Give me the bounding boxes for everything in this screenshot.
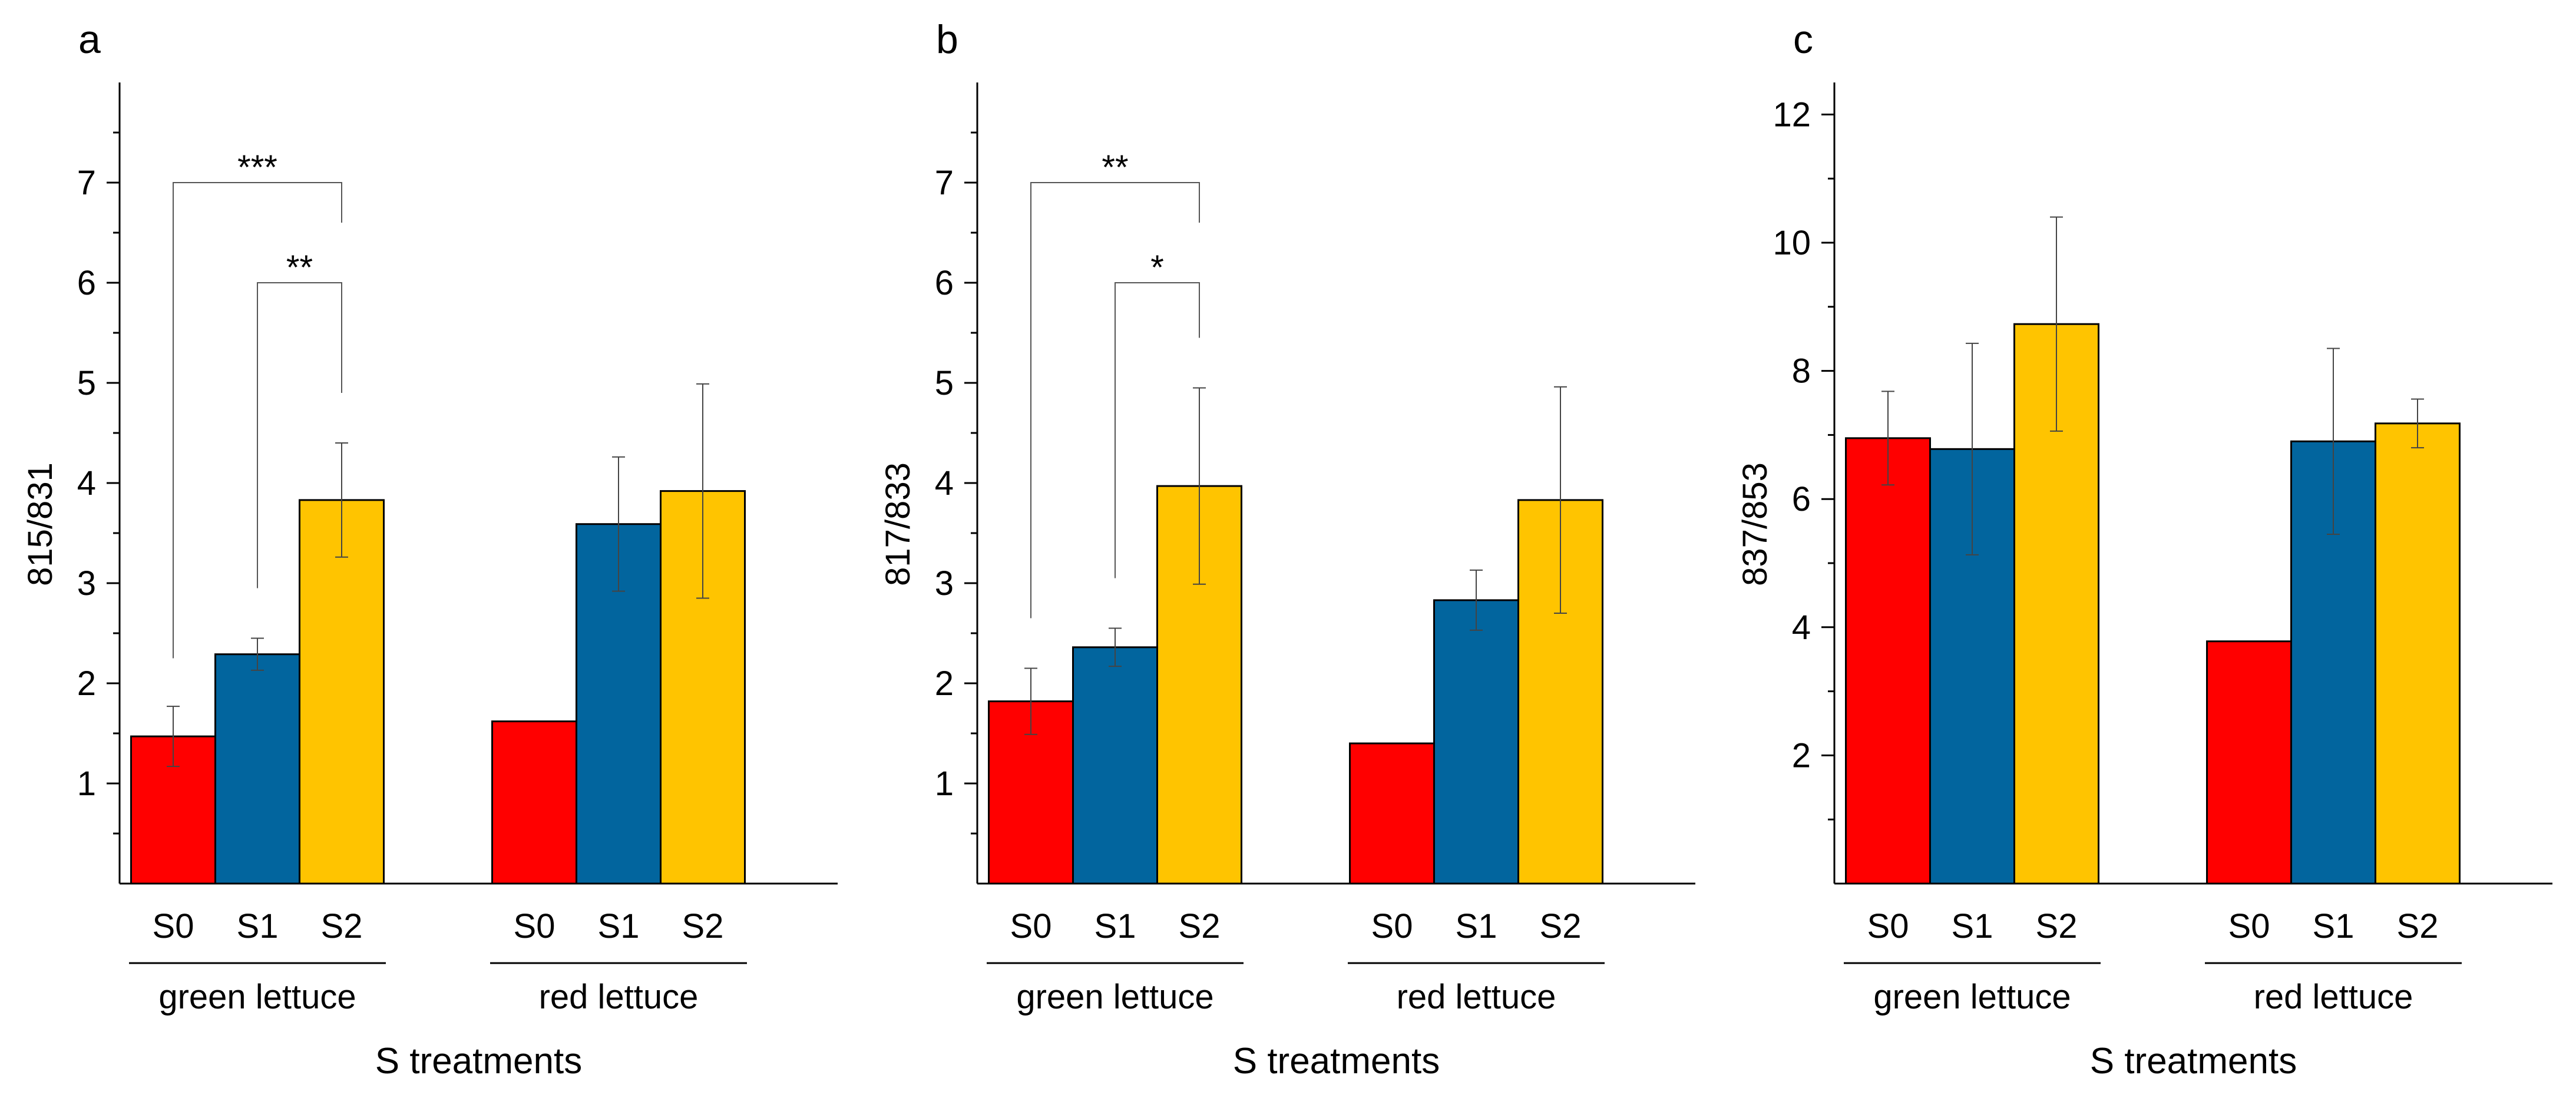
bar-green-lettuce-S2 <box>299 499 385 885</box>
x-tick-label: S2 <box>1540 907 1582 945</box>
x-tick-label: S1 <box>1094 907 1136 945</box>
x-tick-label: S1 <box>237 907 279 945</box>
group-label: green lettuce <box>158 978 356 1016</box>
y-tick-label: 7 <box>77 164 96 202</box>
significance-bracket <box>257 282 342 588</box>
significance-bracket <box>1115 282 1200 578</box>
bar-green-lettuce-S1 <box>214 653 300 885</box>
x-tick-label: S0 <box>2228 907 2270 945</box>
panel-label: a <box>78 17 101 62</box>
group-label: red lettuce <box>539 978 699 1016</box>
y-tick-label: 1 <box>935 765 954 803</box>
y-axis-label: 837/853 <box>1736 462 1774 586</box>
y-tick-label: 4 <box>77 464 96 502</box>
y-axis-label: 815/831 <box>21 462 59 586</box>
chart-panel-c: c 2 4 6 8 10 12 837/853 S0 S1 S2 green lettuce S0 S1 S… <box>1736 17 2552 1081</box>
y-tick-label: 3 <box>935 564 954 603</box>
significance-label: ** <box>286 249 313 287</box>
bar-red-lettuce-S0 <box>1349 742 1435 885</box>
chart-panel-a: a 1 2 3 4 5 6 7 815/831 S0 S1 S2 green lettuce S0 S1 S2… <box>21 17 838 1081</box>
bar-green-lettuce-S0 <box>1845 437 1931 885</box>
x-tick-label: S0 <box>514 907 555 945</box>
y-tick-label: 3 <box>77 564 96 603</box>
y-tick-label: 2 <box>935 664 954 703</box>
bar-red-lettuce-S0 <box>491 720 577 885</box>
x-tick-label: S1 <box>2313 907 2355 945</box>
panel-label: c <box>1793 17 1813 62</box>
x-axis-label: S treatments <box>1233 1041 1440 1081</box>
x-tick-label: S2 <box>682 907 724 945</box>
x-tick-label: S2 <box>2036 907 2078 945</box>
bar-green-lettuce-S1 <box>1072 646 1158 885</box>
x-axis-label: S treatments <box>2090 1041 2297 1081</box>
y-tick-label: 4 <box>1792 608 1811 647</box>
y-tick-label: 5 <box>77 364 96 402</box>
group-label: green lettuce <box>1016 978 1213 1016</box>
significance-label: ** <box>1102 148 1128 187</box>
group-label: red lettuce <box>1397 978 1556 1016</box>
group-label: green lettuce <box>1873 978 2071 1016</box>
bar-red-lettuce-S0 <box>2206 640 2292 885</box>
y-tick-label: 1 <box>77 765 96 803</box>
chart-panel-b: b 1 2 3 4 5 6 7 817/833 S0 S1 S2 green lettuce S0 S1 S2… <box>879 17 1695 1081</box>
y-tick-label: 5 <box>935 364 954 402</box>
x-tick-label: S0 <box>1867 907 1909 945</box>
y-tick-label: 6 <box>77 264 96 302</box>
significance-bracket <box>173 182 342 659</box>
x-tick-label: S1 <box>598 907 640 945</box>
x-tick-label: S0 <box>1010 907 1052 945</box>
y-tick-label: 2 <box>1792 736 1811 775</box>
x-tick-label: S0 <box>1371 907 1413 945</box>
x-tick-label: S2 <box>2397 907 2439 945</box>
bar-red-lettuce-S1 <box>1433 599 1519 885</box>
x-tick-label: S2 <box>321 907 363 945</box>
y-tick-label: 7 <box>935 164 954 202</box>
y-tick-label: 12 <box>1773 95 1811 134</box>
y-tick-label: 8 <box>1792 352 1811 391</box>
y-tick-label: 10 <box>1773 224 1811 262</box>
y-tick-label: 4 <box>935 464 954 502</box>
x-tick-label: S2 <box>1179 907 1221 945</box>
x-tick-label: S1 <box>1456 907 1497 945</box>
y-tick-label: 6 <box>935 264 954 302</box>
significance-bracket <box>1030 182 1200 619</box>
panel-label: b <box>936 17 958 62</box>
bar-red-lettuce-S2 <box>2375 422 2461 885</box>
x-tick-label: S1 <box>1952 907 1993 945</box>
y-tick-label: 6 <box>1792 480 1811 518</box>
significance-label: * <box>1150 249 1164 287</box>
y-tick-label: 2 <box>77 664 96 703</box>
group-label: red lettuce <box>2254 978 2413 1016</box>
significance-label: *** <box>237 148 277 187</box>
x-axis-label: S treatments <box>375 1041 582 1081</box>
x-tick-label: S0 <box>153 907 194 945</box>
y-axis-label: 817/833 <box>879 462 917 586</box>
